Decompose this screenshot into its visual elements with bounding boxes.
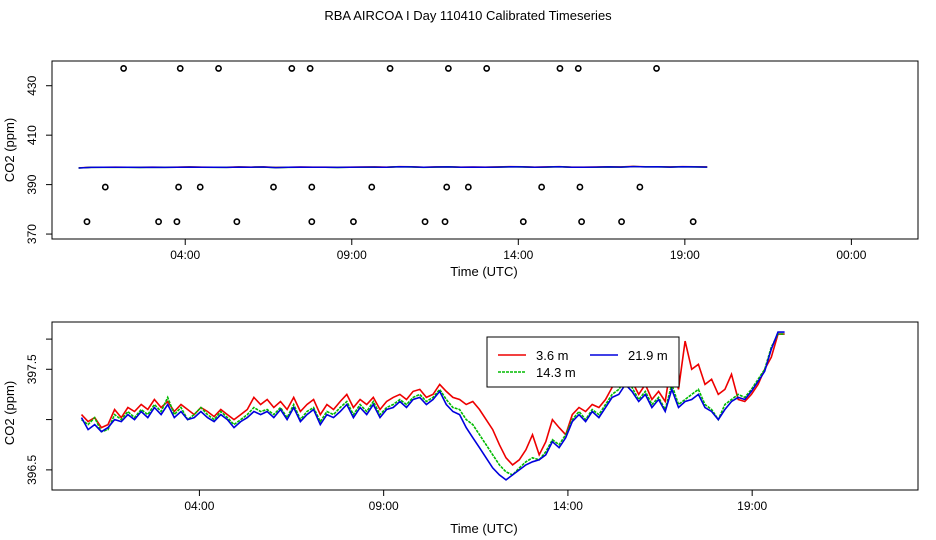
calibration-point	[636, 183, 644, 191]
x-tick-label: 04:00	[184, 499, 214, 513]
y-axis-title: CO2 (ppm)	[2, 381, 17, 445]
legend-box	[486, 336, 680, 388]
x-tick-label: 09:00	[337, 248, 367, 262]
x-tick-label: 14:00	[553, 499, 583, 513]
calibration-point	[441, 218, 449, 226]
calibration-point	[270, 183, 277, 191]
y-tick-label: 370	[25, 224, 39, 244]
calibration-point	[618, 218, 625, 226]
calibration-point	[155, 218, 162, 226]
x-tick-label: 19:00	[670, 248, 700, 262]
calibration-point	[233, 218, 241, 226]
y-axis-title: CO2 (ppm)	[2, 118, 17, 182]
legend: 3.6 m 21.9 m 14.3 m	[486, 336, 680, 388]
calibration-point	[464, 183, 472, 191]
plot-frame	[51, 321, 919, 491]
x-axis-title: Time (UTC)	[450, 264, 517, 279]
calibration-point	[308, 183, 316, 191]
calibration-point	[538, 183, 546, 191]
page-title: RBA AIRCOA I Day 110410 Calibrated Times…	[324, 8, 612, 23]
x-tick-label: 14:00	[503, 248, 533, 262]
x-tick-label: 00:00	[836, 248, 866, 262]
calibration-point	[386, 65, 394, 72]
calibration-point	[578, 218, 585, 226]
calibration-point	[368, 183, 376, 191]
calibration-point	[519, 218, 527, 226]
calibration-point	[173, 218, 181, 226]
legend-item-21-9m-label: 21.9 m	[628, 348, 668, 363]
calibration-point	[306, 65, 314, 72]
calibration-point	[288, 65, 296, 72]
calibration-point	[574, 65, 582, 72]
y-tick-label: 397.5	[25, 354, 39, 384]
x-tick-label: 04:00	[170, 248, 200, 262]
calibration-point	[443, 183, 451, 191]
calibration-point	[196, 183, 204, 191]
y-tick-label: 430	[25, 75, 39, 95]
x-tick-label: 09:00	[369, 499, 399, 513]
legend-item-3-6m-label: 3.6 m	[536, 348, 569, 363]
calibration-point	[308, 218, 316, 226]
calibration-point	[483, 65, 491, 72]
series-line-21-9m	[80, 331, 785, 481]
calibration-point	[444, 65, 452, 72]
calibration-point	[101, 183, 109, 191]
calibration-point	[120, 65, 128, 72]
y-tick-label: 410	[25, 125, 39, 145]
x-axis-title: Time (UTC)	[450, 521, 517, 536]
calibration-point	[576, 183, 584, 191]
calibration-point	[350, 218, 357, 226]
plot-frame	[51, 60, 919, 240]
calibration-point	[175, 183, 182, 191]
y-tick-label: 390	[25, 174, 39, 194]
series-line-21-9m	[78, 165, 708, 169]
calibration-point	[689, 218, 697, 226]
calibration-point	[176, 65, 184, 72]
legend-item-14-3m-label: 14.3 m	[536, 365, 576, 380]
x-tick-label: 19:00	[737, 499, 767, 513]
y-tick-label: 396.5	[25, 455, 39, 485]
calibration-point	[215, 65, 222, 72]
top-panel: 04:00 09:00 14:00 19:00 00:00 370 390 410 430 Tim…	[2, 60, 919, 279]
calibration-point	[83, 218, 91, 226]
bottom-panel: 04:00 09:00 14:00 19:00 396.5 397.5 Time (UTC)…	[2, 321, 919, 536]
calibration-point	[653, 65, 660, 72]
calibration-point	[556, 65, 564, 72]
calibration-point	[421, 218, 429, 226]
series-line-14-3m	[81, 333, 785, 476]
